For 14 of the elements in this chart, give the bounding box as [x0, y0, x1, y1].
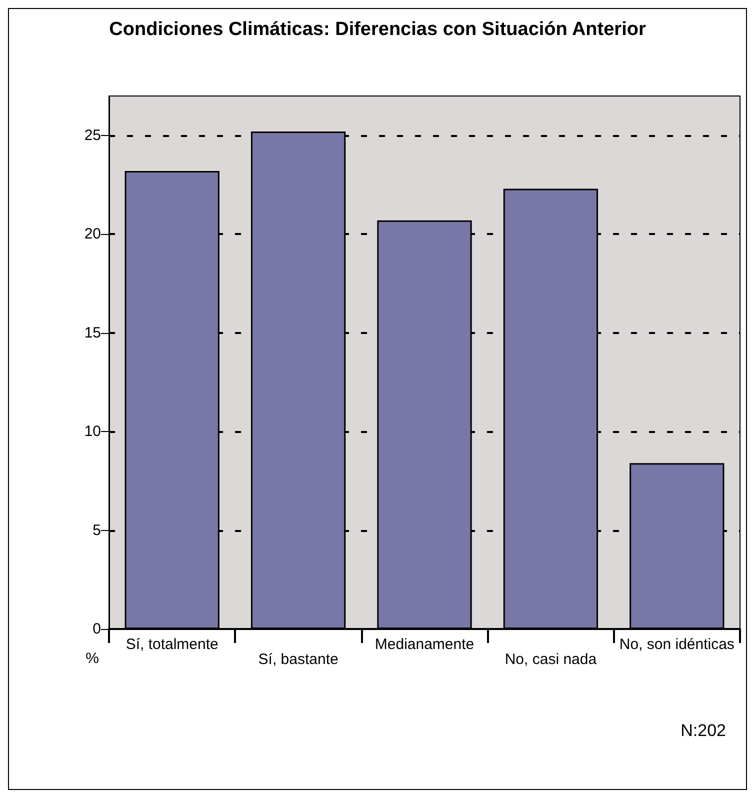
- x-tick-label: Medianamente: [374, 636, 474, 653]
- x-tick-label: No, casi nada: [504, 651, 598, 668]
- chart-title: Condiciones Climáticas: Diferencias con Situación Anterior: [109, 19, 646, 40]
- x-tick-label: No, son idénticas: [619, 636, 734, 653]
- y-tick-label: 25: [84, 126, 101, 144]
- y-tick-label: 0: [92, 620, 101, 638]
- y-tick-label: 15: [84, 324, 101, 342]
- x-tick-label: Sí, bastante: [258, 651, 338, 668]
- x-tick-label: Sí, totalmente: [126, 636, 218, 653]
- y-tick-label: 20: [84, 226, 101, 243]
- y-tick-label: 10: [84, 423, 101, 440]
- y-tick-label: 5: [92, 522, 101, 539]
- text: N:202: [680, 721, 726, 740]
- y-axis-title: %: [86, 650, 99, 667]
